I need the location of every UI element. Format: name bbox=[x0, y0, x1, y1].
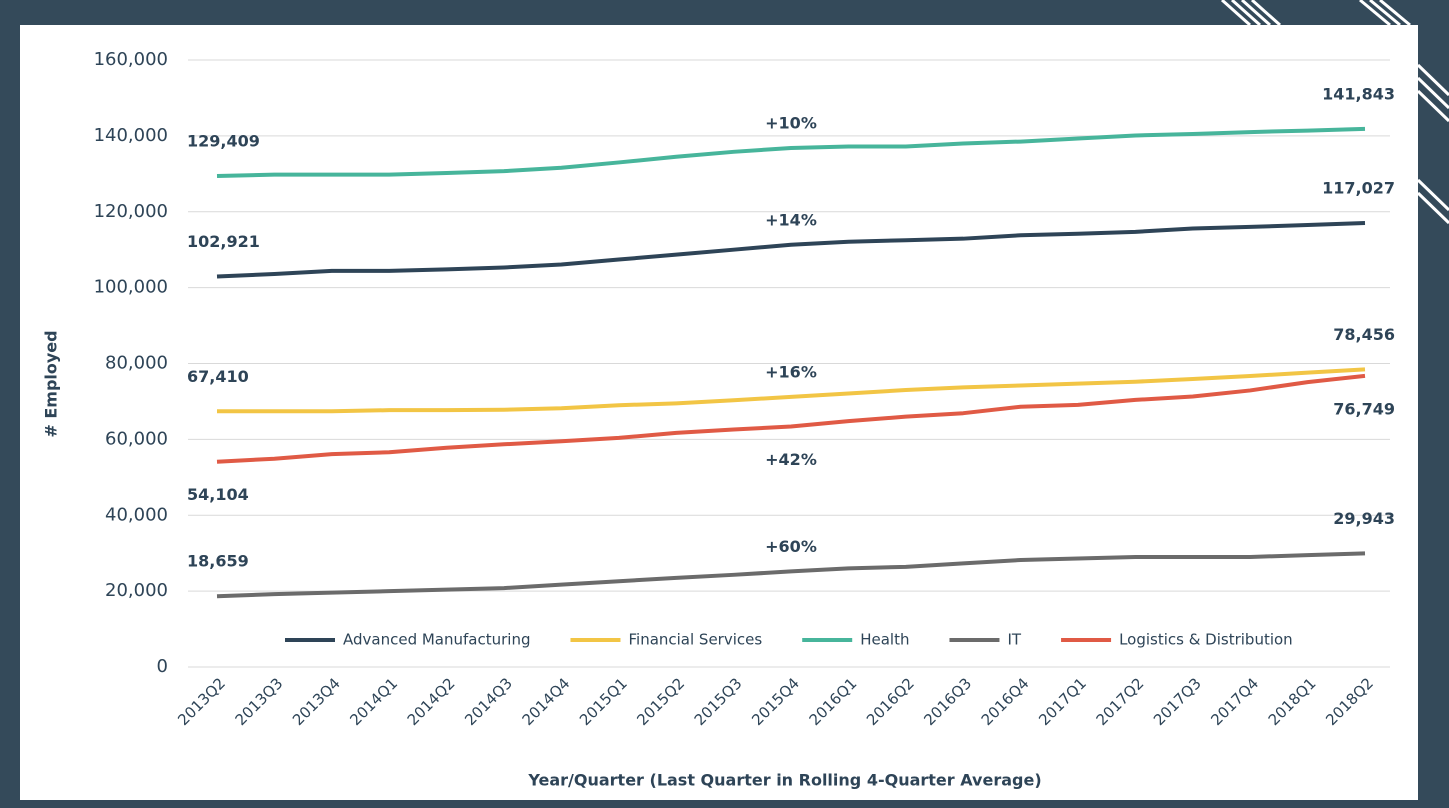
data-label: 67,410 bbox=[187, 367, 249, 386]
legend-label: Financial Services bbox=[628, 631, 762, 649]
y-tick-label: 60,000 bbox=[105, 428, 168, 449]
data-label: 78,456 bbox=[1333, 325, 1395, 344]
series-line bbox=[216, 221, 1366, 279]
x-axis-title: Year/Quarter (Last Quarter in Rolling 4-… bbox=[527, 771, 1041, 790]
decoration bbox=[1221, 0, 1449, 225]
legend-label: Health bbox=[860, 631, 909, 649]
change-label: +16% bbox=[765, 362, 817, 381]
data-label: 18,659 bbox=[187, 552, 249, 571]
data-label: 76,749 bbox=[1333, 399, 1395, 418]
y-tick-label: 160,000 bbox=[94, 49, 168, 70]
data-label: 141,843 bbox=[1322, 84, 1395, 103]
legend-label: Logistics & Distribution bbox=[1119, 631, 1293, 649]
y-tick-label: 120,000 bbox=[94, 201, 168, 222]
series-line bbox=[216, 551, 1366, 599]
data-label: 102,921 bbox=[187, 232, 260, 251]
y-tick-label: 100,000 bbox=[94, 277, 168, 298]
change-label: +14% bbox=[765, 210, 817, 229]
y-tick-label: 0 bbox=[157, 656, 168, 677]
legend-label: Advanced Manufacturing bbox=[343, 631, 530, 649]
change-label: +42% bbox=[765, 450, 817, 469]
series-line bbox=[216, 367, 1366, 414]
y-tick-label: 140,000 bbox=[94, 125, 168, 146]
data-label: 129,409 bbox=[187, 132, 260, 151]
y-axis-title: # Employed bbox=[42, 330, 61, 437]
series-line bbox=[216, 373, 1366, 464]
change-label: +60% bbox=[765, 537, 817, 556]
data-label: 117,027 bbox=[1322, 179, 1395, 198]
series-line bbox=[216, 126, 1366, 179]
data-label: 54,104 bbox=[187, 485, 249, 504]
data-label: 29,943 bbox=[1333, 509, 1395, 528]
y-tick-label: 40,000 bbox=[105, 504, 168, 525]
change-label: +10% bbox=[765, 114, 817, 133]
y-tick-label: 80,000 bbox=[105, 353, 168, 374]
y-tick-label: 20,000 bbox=[105, 580, 168, 601]
legend-label: IT bbox=[1007, 631, 1021, 649]
